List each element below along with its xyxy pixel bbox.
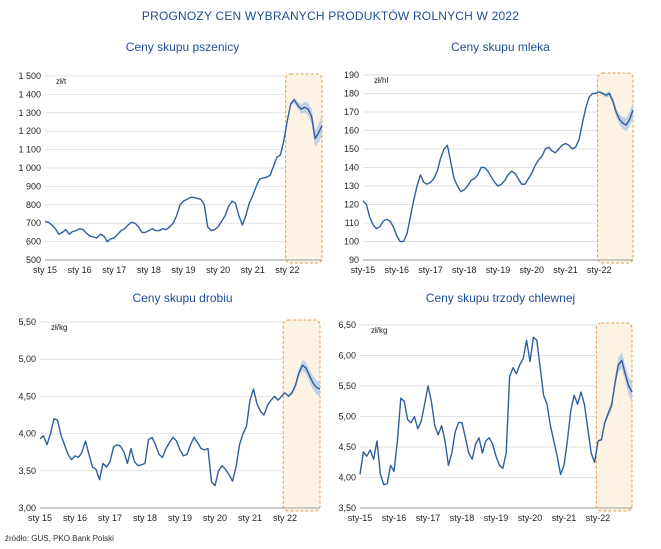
y-tick-label: 5,00 [338,412,356,422]
unit-label: zł/hl [374,76,388,85]
forecast-box [597,72,634,264]
x-tick-label: sty 21 [241,265,265,275]
source-note: źródło: GUS, PKO Bank Polski [5,534,114,543]
forecast-line-drob [284,364,321,398]
x-tick-label: sty 16 [68,265,92,275]
x-tick-label: sty 15 [28,513,52,523]
x-tick-label: sty-16 [382,513,407,523]
x-tick-label: sty 19 [171,265,195,275]
y-tick-label: 160 [344,126,359,136]
y-tick-label: 6,50 [338,320,356,330]
series-line-mleko [362,91,600,243]
main-title: PROGNOZY CEN WYBRANYCH PRODUKTÓW ROLNYCH… [141,9,520,23]
y-tick-label: 90 [349,255,359,265]
y-tick-label: 190 [344,70,359,80]
x-tick-label: sty 15 [33,265,57,275]
chart-title-trzoda: Ceny skupu trzody chlewnej [425,291,576,305]
chart-panel-trzoda: 3,50 4,00 4,50 5,00 5,50 6,00 6,50 sty-15 sty-16… [338,320,633,523]
y-tick-label: 5,00 [18,354,36,364]
x-tick-label: sty-15 [348,513,373,523]
y-tick-label: 3,50 [18,466,36,476]
y-tick-label: 4,00 [338,473,356,483]
y-tick-label: 4,00 [18,429,36,439]
x-tick-label: sty 17 [98,513,122,523]
x-tick-label: sty-17 [418,265,443,275]
x-tick-label: sty-17 [416,513,441,523]
y-tick-label: 1 000 [18,163,41,173]
y-tick-label: 4,50 [18,391,36,401]
chart-title-pszenica: Ceny skupu pszenicy [125,40,240,54]
y-tick-label: 3,50 [338,503,356,513]
y-tick-label: 170 [344,107,359,117]
x-tick-label: sty-20 [519,265,544,275]
y-tick-label: 1 400 [18,89,41,99]
y-tick-label: 1 100 [18,145,41,155]
x-tick-label: sty-15 [351,265,376,275]
forecast-box [282,319,321,512]
forecast-line-trzoda [597,359,633,442]
y-tick-label: 5,50 [338,381,356,391]
x-tick-label: sty-22 [586,513,611,523]
x-tick-label: sty-19 [484,513,509,523]
forecast-band [287,97,322,147]
y-tick-label: 120 [344,200,359,210]
x-tick-label: sty 18 [133,513,157,523]
x-tick-label: sty-18 [450,513,475,523]
unit-label: zł/kg [51,323,67,332]
y-tick-label: 1 300 [18,108,41,118]
y-tick-label: 110 [345,218,359,228]
x-tick-label: sty 22 [273,513,297,523]
x-tick-label: sty 20 [206,265,230,275]
unit-label: zł/kg [371,326,387,335]
unit-label: zł/t [56,77,67,86]
x-tick-label: sty 22 [275,265,299,275]
x-tick-label: sty-22 [587,265,612,275]
x-tick-label: sty 19 [168,513,192,523]
x-tick-label: sty-21 [553,265,578,275]
forecast-line-pszenica [286,99,323,140]
y-tick-label: 1 200 [18,126,41,136]
series-line-trzoda [359,336,599,486]
y-tick-label: 130 [344,181,359,191]
y-tick-label: 5,50 [18,317,36,327]
y-tick-label: 100 [344,237,359,247]
series-line-pszenica [44,120,289,243]
x-tick-label: sty-18 [452,265,477,275]
chart-panel-mleko: 90 100 110 120 130 140 150 160 170 180 190 sty-15 st… [344,70,634,275]
y-tick-label: 4,50 [338,442,356,452]
x-tick-label: sty 16 [63,513,87,523]
x-tick-label: sty-21 [552,513,577,523]
x-tick-label: sty 21 [238,513,262,523]
x-tick-label: sty 17 [102,265,126,275]
y-tick-label: 800 [26,200,41,210]
chart-panel-pszenica: 500 600 700 800 900 1 000 1 100 1 200 1 300 1 400… [18,71,323,275]
series-line-drob [39,388,286,487]
y-tick-label: 3,00 [18,503,36,513]
y-tick-label: 6,00 [338,351,356,361]
y-tick-label: 900 [26,181,41,191]
x-tick-label: sty 20 [203,513,227,523]
chart-panel-drob: 3,00 3,50 4,00 4,50 5,00 5,50 sty 15 sty 16 sty … [18,317,321,523]
chart-title-mleko: Ceny skupu mleka [451,40,550,54]
y-tick-label: 500 [26,255,41,265]
forecast-line-mleko [598,91,634,126]
chart-title-drob: Ceny skupu drobiu [132,291,233,305]
y-tick-label: 700 [26,218,41,228]
x-tick-label: sty-20 [518,513,543,523]
y-tick-label: 180 [344,89,359,99]
x-tick-label: sty-19 [486,265,511,275]
x-tick-label: sty-16 [384,265,409,275]
y-tick-label: 140 [344,163,359,173]
x-tick-label: sty 18 [137,265,161,275]
y-tick-label: 150 [344,144,359,154]
forecast-box [595,322,633,512]
y-tick-label: 600 [26,237,41,247]
y-tick-label: 1 500 [18,71,41,81]
